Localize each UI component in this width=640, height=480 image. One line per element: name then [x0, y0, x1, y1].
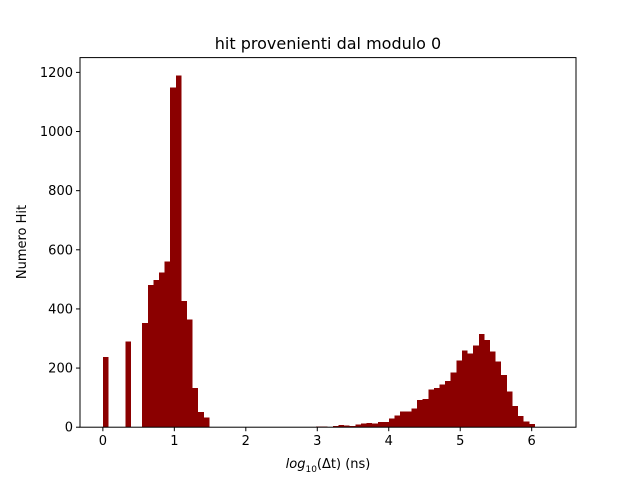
x-tick-label: 4 [385, 434, 393, 449]
histogram-bar [388, 418, 395, 428]
histogram-bar [349, 426, 356, 428]
y-tick-label: 400 [48, 302, 73, 317]
histogram-bar [125, 341, 131, 428]
histogram-bar [456, 360, 462, 428]
histogram-bar [332, 426, 339, 428]
histogram-bar [153, 279, 159, 428]
histogram-bar [355, 424, 361, 428]
histogram-bar [203, 417, 210, 428]
bars-group [102, 75, 535, 428]
histogram-bar [473, 345, 479, 428]
histogram-bar [518, 415, 524, 428]
histogram-bar [372, 423, 378, 428]
chart-title: hit provenienti dal modulo 0 [215, 34, 441, 53]
y-tick-label: 800 [48, 184, 73, 199]
histogram-bar [344, 425, 350, 428]
histogram-bar [400, 411, 406, 428]
y-tick-label: 600 [48, 243, 73, 258]
histogram-bar [417, 399, 423, 428]
histogram-bar [411, 408, 418, 428]
histogram-bar [523, 421, 530, 428]
histogram-bar [439, 384, 446, 428]
histogram-bar [394, 415, 401, 428]
histogram-bar [489, 351, 496, 428]
histogram-bar [422, 399, 429, 428]
histogram-bar [366, 423, 373, 428]
histogram-bar [433, 388, 440, 428]
x-tick-label: 0 [99, 434, 107, 449]
y-tick-label: 200 [48, 362, 73, 377]
histogram-bar [175, 75, 182, 428]
histogram-bar [164, 261, 171, 428]
histogram-bar [450, 372, 457, 428]
y-tick-label: 0 [65, 421, 73, 436]
histogram-bar [484, 339, 490, 428]
histogram-bar [495, 361, 502, 428]
x-tick-label: 2 [242, 434, 250, 449]
histogram-bar [187, 319, 193, 428]
histogram-bar [192, 387, 199, 428]
histogram-bar [383, 422, 389, 428]
histogram-bar [501, 375, 507, 428]
x-tick-label: 5 [456, 434, 464, 449]
x-tick-label: 3 [313, 434, 321, 449]
y-tick-label: 1200 [40, 66, 73, 81]
x-tick-label: 1 [170, 434, 178, 449]
histogram-bar [170, 87, 176, 428]
y-axis: 0 200 400 600 800 1000 1200 [40, 66, 80, 436]
plot-frame [79, 57, 577, 428]
histogram-bar [461, 350, 468, 428]
histogram-bar [478, 333, 485, 428]
histogram-bar [467, 353, 474, 428]
histogram-bar [512, 405, 519, 428]
y-tick-label: 1000 [40, 125, 73, 140]
histogram-bar [102, 356, 109, 428]
histogram-bar [158, 272, 165, 428]
histogram-bar [377, 422, 384, 428]
histogram-bar [142, 323, 148, 428]
histogram-bar [445, 380, 451, 428]
x-axis-label: log10(Δt) (ns) [286, 457, 371, 475]
y-axis-label: Numero Hit [15, 205, 30, 279]
histogram-bar [428, 389, 434, 428]
histogram-bar [506, 391, 513, 428]
histogram-bar [338, 424, 345, 428]
histogram-bar [529, 424, 535, 428]
histogram-bar [181, 300, 188, 428]
histogram-bar [198, 411, 204, 428]
x-tick-label: 6 [528, 434, 536, 449]
histogram-bar [405, 411, 412, 428]
histogram-bar [147, 284, 154, 428]
histogram-bar [360, 423, 367, 428]
x-axis: 0 1 2 3 4 5 6 [99, 427, 536, 449]
